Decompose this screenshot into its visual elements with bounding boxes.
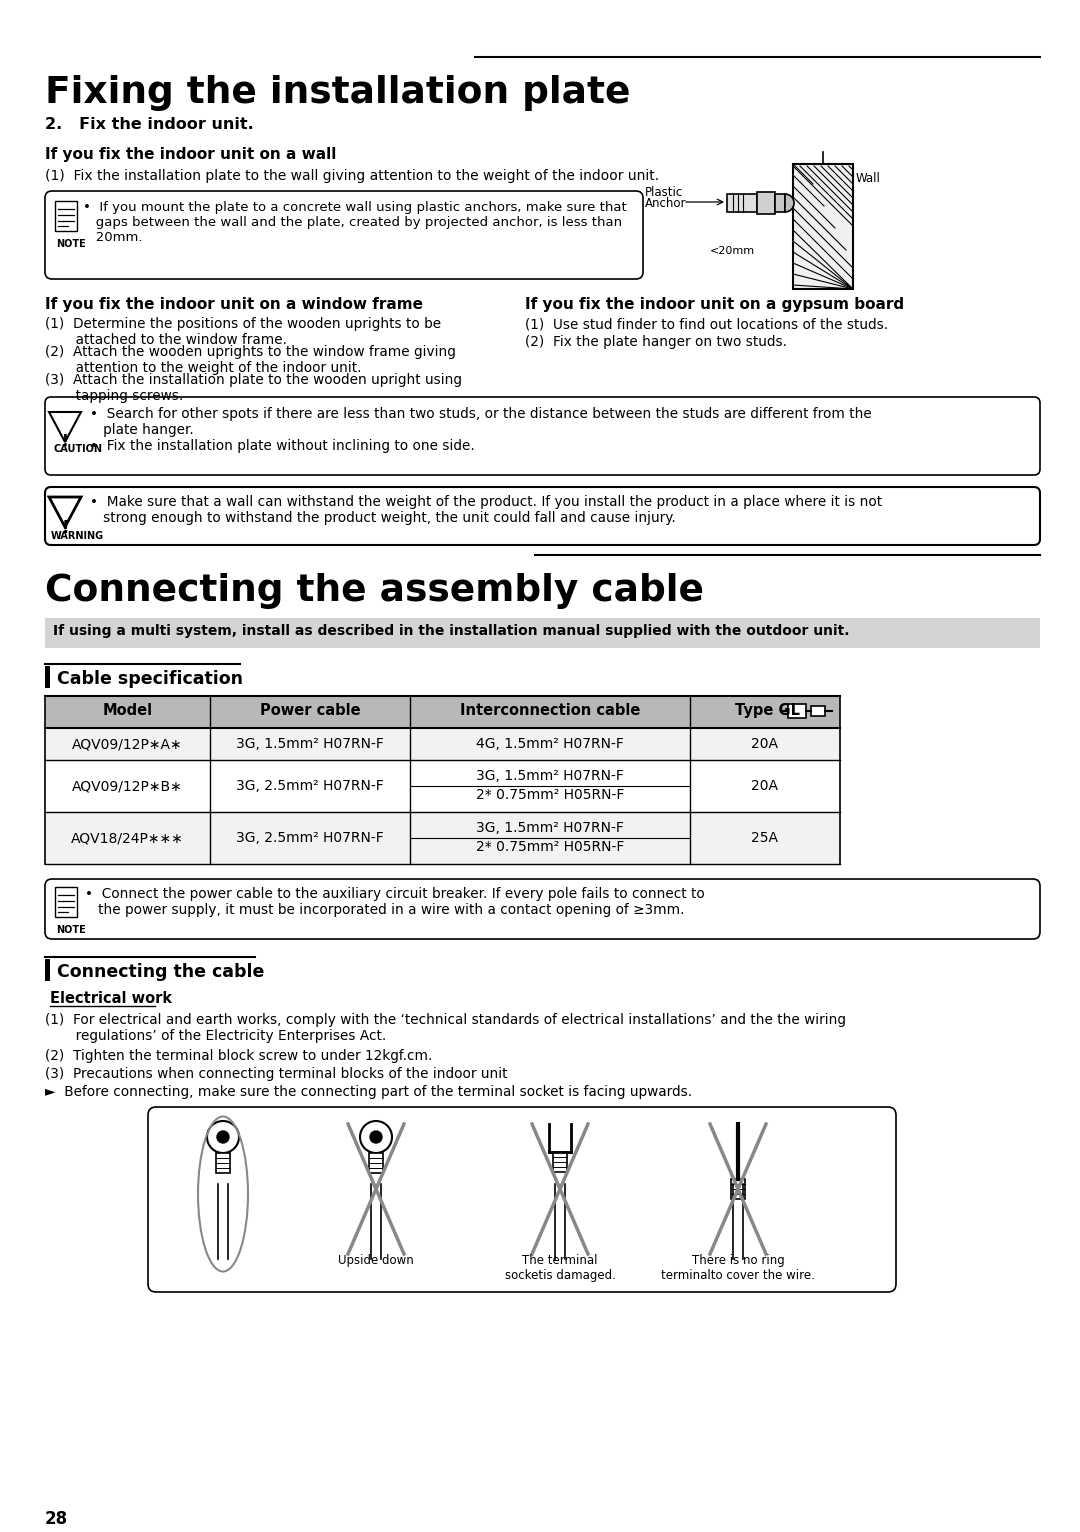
Text: 2.   Fix the indoor unit.: 2. Fix the indoor unit. xyxy=(45,116,254,132)
Text: 2* 0.75mm² H05RN-F: 2* 0.75mm² H05RN-F xyxy=(476,787,624,801)
Text: 28: 28 xyxy=(45,1511,68,1527)
Text: AQV09/12P∗A∗: AQV09/12P∗A∗ xyxy=(72,737,183,751)
Bar xyxy=(55,201,77,231)
Text: If you fix the indoor unit on a gypsum board: If you fix the indoor unit on a gypsum b… xyxy=(525,297,904,313)
Text: (2)  Attach the wooden uprights to the window frame giving
       attention to t: (2) Attach the wooden uprights to the wi… xyxy=(45,345,456,375)
Text: (3)  Precautions when connecting terminal blocks of the indoor unit: (3) Precautions when connecting terminal… xyxy=(45,1066,508,1082)
Bar xyxy=(788,705,806,719)
Text: There is no ring
terminalto cover the wire.: There is no ring terminalto cover the wi… xyxy=(661,1255,815,1282)
Text: 2* 0.75mm² H05RN-F: 2* 0.75mm² H05RN-F xyxy=(476,840,624,853)
Text: Fixing the installation plate: Fixing the installation plate xyxy=(45,75,631,110)
Text: 3G, 2.5mm² H07RN-F: 3G, 2.5mm² H07RN-F xyxy=(237,830,383,846)
Text: (2)  Tighten the terminal block screw to under 12kgf.cm.: (2) Tighten the terminal block screw to … xyxy=(45,1049,432,1063)
Text: <20mm: <20mm xyxy=(710,247,755,256)
Bar xyxy=(757,192,775,214)
Text: If you fix the indoor unit on a window frame: If you fix the indoor unit on a window f… xyxy=(45,297,423,313)
Text: ►  Before connecting, make sure the connecting part of the terminal socket is fa: ► Before connecting, make sure the conne… xyxy=(45,1085,692,1098)
Text: AQV09/12P∗B∗: AQV09/12P∗B∗ xyxy=(72,778,183,794)
Bar xyxy=(45,666,50,688)
Text: (1)  Determine the positions of the wooden uprights to be
       attached to the: (1) Determine the positions of the woode… xyxy=(45,317,441,348)
Bar xyxy=(45,617,1040,648)
Text: The terminal
socketis damaged.: The terminal socketis damaged. xyxy=(504,1255,616,1282)
Bar xyxy=(369,1154,383,1174)
Text: Cable specification: Cable specification xyxy=(57,669,243,688)
Text: 3G, 1.5mm² H07RN-F: 3G, 1.5mm² H07RN-F xyxy=(237,737,383,751)
Text: •  Search for other spots if there are less than two studs, or the distance betw: • Search for other spots if there are le… xyxy=(90,408,872,453)
Bar xyxy=(45,959,50,980)
Text: (2)  Fix the plate hanger on two studs.: (2) Fix the plate hanger on two studs. xyxy=(525,336,787,349)
Text: (1)  Fix the installation plate to the wall giving attention to the weight of th: (1) Fix the installation plate to the wa… xyxy=(45,169,659,182)
Text: 3G, 1.5mm² H07RN-F: 3G, 1.5mm² H07RN-F xyxy=(476,769,624,783)
Text: !: ! xyxy=(62,519,69,538)
Text: •  If you mount the plate to a concrete wall using plastic anchors, make sure th: • If you mount the plate to a concrete w… xyxy=(83,201,626,244)
Text: If using a multi system, install as described in the installation manual supplie: If using a multi system, install as desc… xyxy=(53,624,850,637)
Text: (1)  Use stud finder to find out locations of the studs.: (1) Use stud finder to find out location… xyxy=(525,317,888,331)
Text: Interconnection cable: Interconnection cable xyxy=(460,703,640,719)
Text: CAUTION: CAUTION xyxy=(53,444,102,453)
Text: NOTE: NOTE xyxy=(56,925,85,935)
Text: (3)  Attach the installation plate to the wooden upright using
       tapping sc: (3) Attach the installation plate to the… xyxy=(45,372,462,403)
Text: !: ! xyxy=(62,434,68,449)
Text: If you fix the indoor unit on a wall: If you fix the indoor unit on a wall xyxy=(45,147,336,162)
Text: Electrical work: Electrical work xyxy=(50,991,172,1007)
Circle shape xyxy=(217,1131,229,1143)
Bar xyxy=(55,887,77,918)
Bar xyxy=(731,1180,745,1200)
Text: Upside down: Upside down xyxy=(338,1255,414,1267)
Wedge shape xyxy=(785,195,794,211)
Bar xyxy=(727,195,757,211)
Text: WARNING: WARNING xyxy=(51,532,104,541)
Text: Anchor: Anchor xyxy=(645,198,687,210)
Text: AQV18/24P∗∗∗: AQV18/24P∗∗∗ xyxy=(71,830,184,846)
Text: Connecting the assembly cable: Connecting the assembly cable xyxy=(45,573,704,610)
Text: 20A: 20A xyxy=(752,778,779,794)
Circle shape xyxy=(370,1131,382,1143)
Text: •  Make sure that a wall can withstand the weight of the product. If you install: • Make sure that a wall can withstand th… xyxy=(90,495,882,525)
Text: Connecting the cable: Connecting the cable xyxy=(57,964,265,980)
Text: 3G, 2.5mm² H07RN-F: 3G, 2.5mm² H07RN-F xyxy=(237,778,383,794)
Text: 3G, 1.5mm² H07RN-F: 3G, 1.5mm² H07RN-F xyxy=(476,821,624,835)
Bar xyxy=(553,1152,567,1172)
Bar xyxy=(811,706,825,715)
Text: 20A: 20A xyxy=(752,737,779,751)
Text: Model: Model xyxy=(103,703,152,719)
Text: (1)  For electrical and earth works, comply with the ‘technical standards of ele: (1) For electrical and earth works, comp… xyxy=(45,1013,846,1043)
Text: Wall: Wall xyxy=(856,172,881,185)
Bar xyxy=(45,812,840,864)
Text: Power cable: Power cable xyxy=(259,703,361,719)
Text: •  Connect the power cable to the auxiliary circuit breaker. If every pole fails: • Connect the power cable to the auxilia… xyxy=(85,887,705,918)
Text: 25A: 25A xyxy=(752,830,779,846)
Text: Plastic: Plastic xyxy=(645,185,684,199)
Bar xyxy=(775,195,785,211)
Bar xyxy=(793,164,853,290)
Bar xyxy=(216,1154,230,1174)
Text: NOTE: NOTE xyxy=(56,239,85,250)
Bar xyxy=(45,728,840,760)
Text: Type GL: Type GL xyxy=(735,703,800,719)
Text: 4G, 1.5mm² H07RN-F: 4G, 1.5mm² H07RN-F xyxy=(476,737,624,751)
Bar xyxy=(45,696,840,728)
